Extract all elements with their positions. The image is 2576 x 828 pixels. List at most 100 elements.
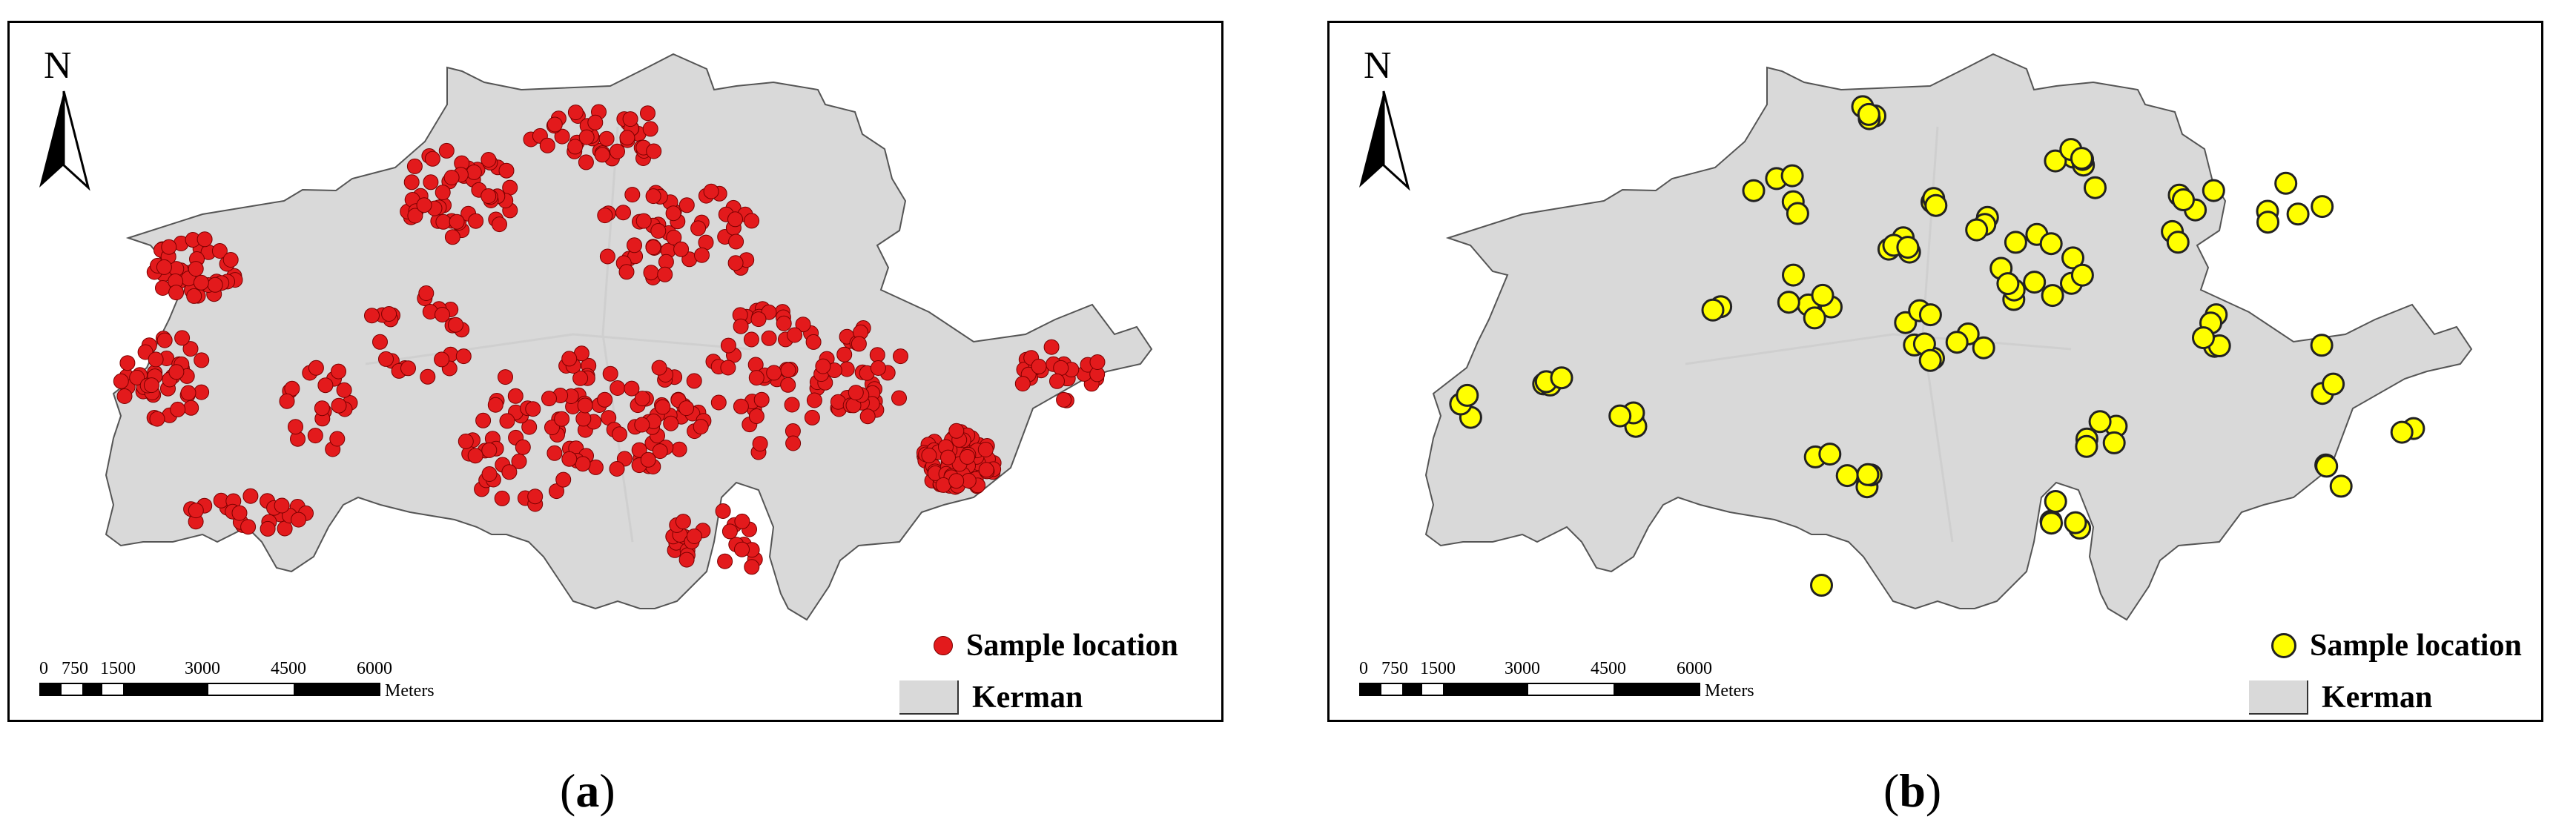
kerman-area-icon bbox=[2249, 680, 2308, 715]
sample-point bbox=[766, 365, 782, 381]
sample-point bbox=[193, 274, 209, 291]
sample-point bbox=[561, 451, 578, 467]
sample-point bbox=[651, 360, 667, 376]
sample-point bbox=[750, 311, 767, 328]
sample-point bbox=[848, 385, 864, 401]
scale-ticks: 0 750 1500 3000 4500 6000 bbox=[39, 659, 425, 680]
sample-point bbox=[1456, 383, 1479, 407]
sample-point bbox=[727, 211, 743, 228]
sample-point bbox=[435, 185, 451, 201]
sample-point bbox=[610, 380, 626, 396]
sample-point bbox=[2256, 211, 2279, 234]
sample-point bbox=[492, 216, 507, 233]
scale-tick: 3000 bbox=[1505, 659, 1540, 678]
sample-point bbox=[891, 390, 907, 406]
legend-item-kerman: Kerman bbox=[2249, 675, 2432, 720]
sample-point bbox=[694, 247, 710, 263]
sample-point bbox=[314, 400, 330, 417]
sample-point bbox=[2274, 171, 2298, 195]
sample-point bbox=[449, 213, 465, 230]
scale-bar-segments bbox=[1359, 683, 1700, 696]
sample-point bbox=[148, 351, 164, 368]
sample-point bbox=[650, 223, 667, 239]
sample-point bbox=[921, 447, 937, 463]
sample-point bbox=[546, 116, 563, 133]
sample-point bbox=[652, 443, 668, 460]
sample-point bbox=[1835, 464, 1859, 488]
sample-point bbox=[761, 330, 777, 346]
sample-point bbox=[978, 462, 994, 478]
sample-point bbox=[690, 220, 707, 236]
sample-point bbox=[521, 419, 538, 435]
sample-point bbox=[2322, 372, 2345, 396]
sample-point bbox=[784, 397, 800, 413]
sample-point bbox=[372, 334, 388, 350]
sample-point bbox=[438, 142, 455, 159]
legend-item-sample: Sample location bbox=[922, 623, 1178, 668]
sample-point bbox=[721, 523, 738, 540]
sample-point bbox=[597, 208, 613, 224]
map-panel-b: N Sample location Kerman 0 750 1500 3000… bbox=[1327, 21, 2543, 722]
sample-point bbox=[640, 451, 656, 468]
scale-unit: Meters bbox=[1705, 681, 1754, 701]
sample-point bbox=[655, 399, 671, 415]
sample-point bbox=[673, 241, 690, 257]
sample-point bbox=[869, 347, 885, 363]
sample-point bbox=[211, 243, 228, 259]
sample-point bbox=[527, 488, 544, 505]
scale-ticks: 0 750 1500 3000 4500 6000 bbox=[1359, 659, 1745, 680]
sample-point bbox=[710, 394, 727, 411]
sample-point bbox=[2286, 202, 2310, 226]
sample-point bbox=[1810, 574, 1833, 597]
sample-point bbox=[2102, 431, 2126, 454]
scale-tick: 0 bbox=[39, 659, 48, 678]
sample-point bbox=[678, 552, 695, 568]
sample-point bbox=[329, 431, 346, 447]
sample-point bbox=[2166, 231, 2190, 254]
sample-point bbox=[795, 317, 811, 333]
sample-point bbox=[119, 355, 136, 371]
sample-point bbox=[635, 213, 652, 229]
sample-point bbox=[336, 382, 352, 398]
sample-point bbox=[657, 266, 673, 282]
scale-tick: 3000 bbox=[185, 659, 220, 678]
sample-point bbox=[435, 213, 452, 230]
sample-point bbox=[418, 285, 435, 301]
sample-point bbox=[511, 453, 527, 469]
sample-point bbox=[642, 121, 658, 137]
sample-point bbox=[481, 466, 498, 482]
sample-point bbox=[444, 229, 460, 245]
sample-point bbox=[475, 412, 492, 428]
sample-point bbox=[501, 464, 518, 480]
sample-point bbox=[2061, 246, 2084, 270]
sample-point bbox=[143, 377, 159, 394]
sample-point bbox=[549, 483, 564, 500]
sample-point bbox=[804, 409, 820, 425]
sample-point bbox=[733, 318, 749, 334]
sample-point bbox=[1056, 391, 1072, 408]
sample-point bbox=[640, 105, 655, 122]
sample-point bbox=[720, 360, 736, 376]
sample-point bbox=[597, 391, 613, 408]
scale-tick: 1500 bbox=[100, 659, 136, 678]
sample-point bbox=[424, 150, 440, 167]
sample-point bbox=[423, 174, 439, 191]
sample-point bbox=[364, 308, 380, 324]
sample-point bbox=[194, 352, 210, 368]
sample-point bbox=[1856, 463, 1880, 486]
sample-point bbox=[546, 445, 563, 461]
sample-point bbox=[631, 442, 647, 458]
sample-point bbox=[977, 442, 994, 457]
sample-point bbox=[2041, 284, 2064, 308]
scale-bar: 0 750 1500 3000 4500 6000 Meters bbox=[39, 659, 455, 703]
north-arrow: N bbox=[1350, 47, 1417, 210]
sample-point bbox=[678, 400, 695, 417]
sample-point bbox=[180, 385, 196, 401]
sample-point bbox=[1811, 283, 1834, 307]
sample-point bbox=[2064, 511, 2087, 534]
scale-tick: 4500 bbox=[271, 659, 306, 678]
sample-point bbox=[149, 411, 165, 427]
sample-point bbox=[555, 471, 572, 488]
sample-point bbox=[458, 433, 474, 449]
sample-point bbox=[717, 553, 733, 569]
